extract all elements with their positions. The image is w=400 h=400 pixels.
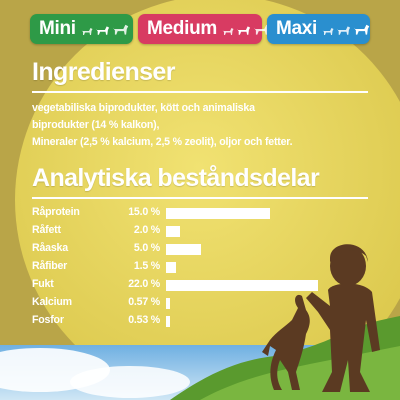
analysis-value: 0.53 %: [128, 314, 160, 326]
size-badge-label: Maxi: [276, 18, 318, 39]
analysis-row: Råfiber 1.5 %: [32, 258, 332, 276]
analysis-value: 15.0 %: [128, 206, 160, 218]
ingredients-text: vegetabiliska biprodukter, kött och anim…: [32, 100, 362, 151]
ingredients-line: vegetabiliska biprodukter, kött och anim…: [32, 102, 255, 114]
analysis-row: Råaska 5.0 %: [32, 240, 332, 258]
dog-icon: [336, 26, 351, 35]
analysis-name: Fosfor: [32, 314, 64, 326]
dog-icon: [95, 26, 109, 35]
analysis-row: Råprotein 15.0 %: [32, 204, 332, 222]
dog-icon: [322, 28, 334, 35]
analysis-value: 1.5 %: [133, 260, 160, 272]
size-badge-maxi: Maxi: [267, 14, 370, 44]
analysis-value: 22.0 %: [128, 278, 160, 290]
analysis-table: Råprotein 15.0 % Råfett 2.0 % Råaska 5.0 % Råf…: [32, 204, 332, 330]
dog-icon: [253, 24, 270, 35]
boy-silhouette: [306, 244, 380, 392]
ingredients-line: Mineraler (2,5 % kalcium, 2,5 % zeolit),…: [32, 136, 293, 148]
analysis-name: Råfett: [32, 224, 61, 236]
analysis-name: Fukt: [32, 278, 54, 290]
dog-size-icons: [81, 22, 129, 36]
analysis-bar: [166, 298, 170, 309]
size-badge-label: Mini: [39, 18, 76, 39]
analysis-name: Råprotein: [32, 206, 80, 218]
dog-icon: [81, 28, 93, 35]
analysis-value: 5.0 %: [133, 242, 160, 254]
analysis-bar: [166, 244, 201, 255]
heading-divider: [32, 91, 368, 93]
analysis-value: 2.0 %: [133, 224, 160, 236]
analysis-row: Fosfor 0.53 %: [32, 312, 332, 330]
dog-silhouette: [262, 294, 310, 390]
size-badge-mini: Mini: [30, 14, 133, 44]
analysis-name: Råfiber: [32, 260, 68, 272]
analysis-row: Kalcium 0.57 %: [32, 294, 332, 312]
dog-icon: [222, 28, 234, 35]
analysis-row: Råfett 2.0 %: [32, 222, 332, 240]
analysis-bar: [166, 226, 180, 237]
full-moon: [15, 0, 400, 400]
analysis-name: Råaska: [32, 242, 68, 254]
analysis-name: Kalcium: [32, 296, 72, 308]
dog-icon: [112, 24, 128, 35]
dog-icon: [353, 24, 370, 35]
analysis-bar: [166, 280, 318, 291]
ingredients-heading: Ingredienser: [32, 58, 175, 86]
dog-icon: [236, 26, 251, 35]
analysis-bar: [166, 208, 270, 219]
size-badge-medium: Medium: [138, 14, 270, 44]
cloud: [70, 366, 190, 398]
dog-size-icons: [322, 22, 370, 36]
analysis-bar: [166, 262, 177, 273]
heading-divider: [32, 197, 368, 199]
size-badge-label: Medium: [147, 18, 217, 39]
analysis-bar: [166, 316, 170, 327]
analysis-value: 0.57 %: [128, 296, 160, 308]
analysis-heading: Analytiska beståndsdelar: [32, 164, 320, 192]
analysis-row: Fukt 22.0 %: [32, 276, 332, 294]
ingredients-line: biprodukter (14 % kalkon),: [32, 119, 160, 131]
dog-size-icons: [222, 22, 270, 36]
